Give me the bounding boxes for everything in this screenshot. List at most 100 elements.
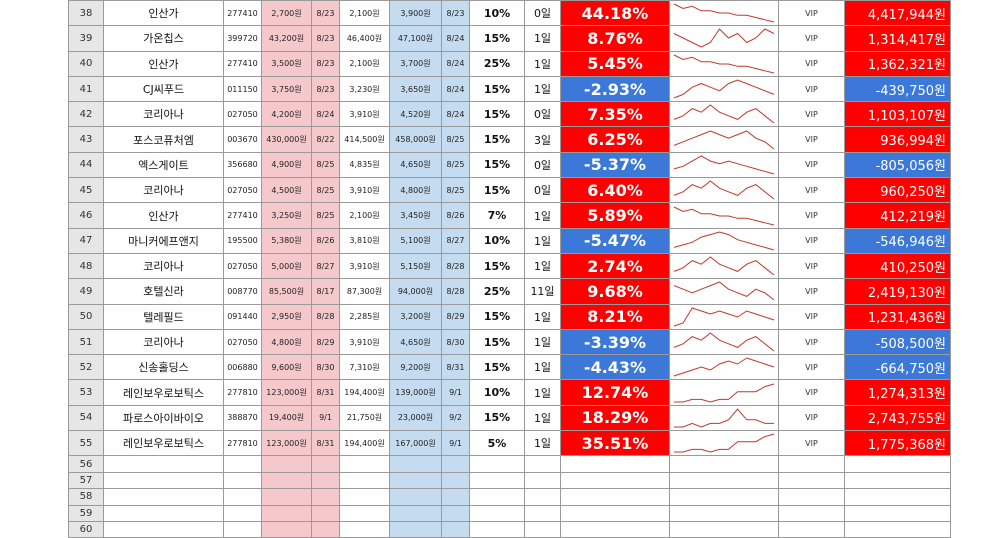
return-rate-cell[interactable]: 8.76%: [560, 25, 670, 52]
holding-days-cell[interactable]: 1일: [524, 202, 561, 229]
sell-date-cell[interactable]: 8/29: [441, 303, 470, 330]
empty-cell[interactable]: [389, 488, 442, 506]
grade-cell[interactable]: VIP: [778, 177, 845, 204]
empty-cell[interactable]: [560, 471, 670, 490]
sell-date-cell[interactable]: 8/26: [441, 202, 470, 229]
empty-cell[interactable]: [103, 471, 224, 490]
weight-cell[interactable]: 10%: [469, 227, 525, 254]
grade-cell[interactable]: VIP: [778, 379, 845, 406]
profit-amount-cell[interactable]: 1,231,436원: [844, 303, 951, 330]
empty-cell[interactable]: [339, 455, 390, 473]
sell-price-cell[interactable]: 5,150원: [389, 252, 442, 280]
return-rate-cell[interactable]: 5.45%: [560, 50, 670, 77]
weight-cell[interactable]: 15%: [469, 101, 525, 128]
holding-days-cell[interactable]: 1일: [524, 404, 561, 432]
buy-date-cell[interactable]: 8/31: [311, 430, 340, 457]
sparkline-cell[interactable]: [669, 126, 779, 153]
row-number[interactable]: 42: [68, 101, 104, 128]
return-rate-cell[interactable]: 12.74%: [560, 379, 670, 406]
stock-name-cell[interactable]: 인산가: [103, 50, 224, 77]
empty-cell[interactable]: [469, 471, 525, 490]
weight-cell[interactable]: 15%: [469, 303, 525, 330]
holding-days-cell[interactable]: 1일: [524, 379, 561, 406]
row-number[interactable]: 43: [68, 126, 104, 153]
empty-cell[interactable]: [844, 455, 951, 473]
stock-name-cell[interactable]: 레인보우로보틱스: [103, 379, 224, 406]
low-price-cell[interactable]: 414,500원: [339, 126, 390, 153]
empty-cell[interactable]: [560, 520, 670, 538]
stock-name-cell[interactable]: 코리아나: [103, 177, 224, 204]
empty-cell[interactable]: [778, 455, 845, 473]
empty-cell[interactable]: [103, 488, 224, 506]
empty-cell[interactable]: [669, 455, 779, 473]
holding-days-cell[interactable]: 1일: [524, 25, 561, 52]
buy-date-cell[interactable]: 8/17: [311, 278, 340, 305]
empty-cell[interactable]: [311, 488, 340, 506]
empty-cell[interactable]: [524, 471, 561, 490]
profit-amount-cell[interactable]: -508,500원: [844, 328, 951, 356]
return-rate-cell[interactable]: -2.93%: [560, 75, 670, 103]
sparkline-cell[interactable]: [669, 50, 779, 77]
sell-price-cell[interactable]: 3,450원: [389, 202, 442, 229]
buy-date-cell[interactable]: 8/23: [311, 25, 340, 52]
return-rate-cell[interactable]: 6.40%: [560, 177, 670, 204]
buy-price-cell[interactable]: 43,200원: [261, 25, 312, 52]
sell-date-cell[interactable]: 8/25: [441, 126, 470, 153]
sell-date-cell[interactable]: 8/25: [441, 177, 470, 204]
stock-name-cell[interactable]: 가온칩스: [103, 25, 224, 52]
profit-amount-cell[interactable]: 410,250원: [844, 252, 951, 280]
empty-cell[interactable]: [560, 455, 670, 473]
sell-date-cell[interactable]: 8/24: [441, 101, 470, 128]
row-number[interactable]: 55: [68, 430, 104, 457]
sparkline-cell[interactable]: [669, 252, 779, 280]
row-number[interactable]: 51: [68, 328, 104, 356]
empty-cell[interactable]: [441, 504, 470, 522]
profit-amount-cell[interactable]: -439,750원: [844, 75, 951, 103]
holding-days-cell[interactable]: 1일: [524, 328, 561, 356]
profit-amount-cell[interactable]: 1,314,417원: [844, 25, 951, 52]
buy-price-cell[interactable]: 4,900원: [261, 151, 312, 179]
buy-date-cell[interactable]: 8/23: [311, 75, 340, 103]
weight-cell[interactable]: 25%: [469, 278, 525, 305]
holding-days-cell[interactable]: 1일: [524, 252, 561, 280]
stock-code-cell[interactable]: 027050: [223, 101, 262, 128]
holding-days-cell[interactable]: 11일: [524, 278, 561, 305]
sparkline-cell[interactable]: [669, 177, 779, 204]
row-number[interactable]: 54: [68, 404, 104, 432]
empty-cell[interactable]: [778, 488, 845, 506]
grade-cell[interactable]: VIP: [778, 404, 845, 432]
row-number[interactable]: 60: [68, 520, 104, 538]
empty-cell[interactable]: [669, 488, 779, 506]
weight-cell[interactable]: 15%: [469, 75, 525, 103]
sell-date-cell[interactable]: 9/1: [441, 379, 470, 406]
weight-cell[interactable]: 15%: [469, 25, 525, 52]
stock-name-cell[interactable]: 포스코퓨처엠: [103, 126, 224, 153]
low-price-cell[interactable]: 2,285원: [339, 303, 390, 330]
stock-name-cell[interactable]: 인산가: [103, 202, 224, 229]
holding-days-cell[interactable]: 1일: [524, 227, 561, 254]
empty-cell[interactable]: [103, 455, 224, 473]
empty-cell[interactable]: [339, 520, 390, 538]
row-number[interactable]: 47: [68, 227, 104, 254]
weight-cell[interactable]: 10%: [469, 0, 525, 27]
sell-date-cell[interactable]: 9/1: [441, 430, 470, 457]
buy-date-cell[interactable]: 8/28: [311, 303, 340, 330]
row-number[interactable]: 41: [68, 75, 104, 103]
low-price-cell[interactable]: 21,750원: [339, 404, 390, 432]
buy-date-cell[interactable]: 8/26: [311, 227, 340, 254]
buy-date-cell[interactable]: 8/25: [311, 202, 340, 229]
grade-cell[interactable]: VIP: [778, 75, 845, 103]
buy-price-cell[interactable]: 9,600원: [261, 354, 312, 381]
profit-amount-cell[interactable]: 4,417,944원: [844, 0, 951, 27]
sell-price-cell[interactable]: 139,000원: [389, 379, 442, 406]
empty-cell[interactable]: [524, 455, 561, 473]
buy-price-cell[interactable]: 430,000원: [261, 126, 312, 153]
buy-date-cell[interactable]: 8/27: [311, 252, 340, 280]
empty-cell[interactable]: [524, 520, 561, 538]
buy-date-cell[interactable]: 8/25: [311, 151, 340, 179]
row-number[interactable]: 38: [68, 0, 104, 27]
profit-amount-cell[interactable]: -664,750원: [844, 354, 951, 381]
buy-price-cell[interactable]: 2,950원: [261, 303, 312, 330]
low-price-cell[interactable]: 3,910원: [339, 252, 390, 280]
stock-code-cell[interactable]: 277810: [223, 430, 262, 457]
